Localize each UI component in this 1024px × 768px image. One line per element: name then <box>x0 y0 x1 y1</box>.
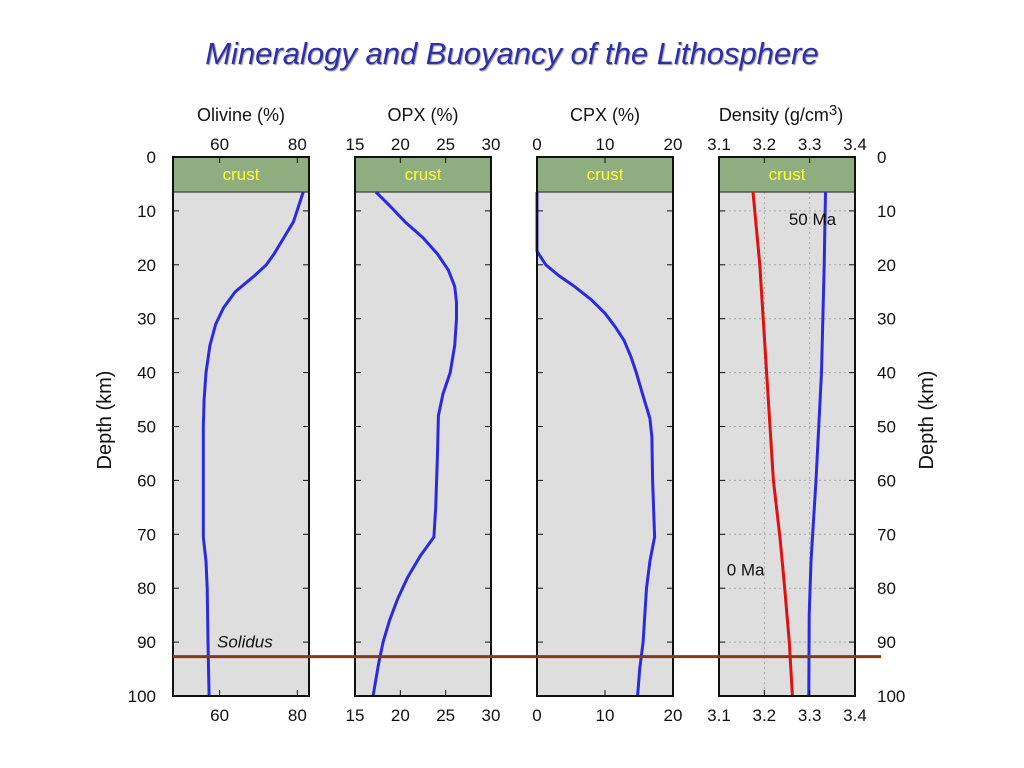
x-tick-label-top: 80 <box>288 135 307 154</box>
crust-band <box>354 156 492 193</box>
x-tick-label-bottom: 20 <box>664 706 683 725</box>
x-tick-label-bottom: 25 <box>436 706 455 725</box>
header-superscript: 3 <box>829 102 837 119</box>
x-tick-label-bottom: 3.2 <box>753 706 777 725</box>
panel-frame <box>172 156 310 697</box>
x-tick-label-bottom: 3.3 <box>798 706 822 725</box>
series-line-0-ma <box>751 191 794 697</box>
panel-header: CPX (%) <box>570 105 640 125</box>
x-tick-label-top: 3.1 <box>707 135 731 154</box>
series-line-50-ma <box>807 191 827 697</box>
y-tick-label-right: 90 <box>877 633 896 652</box>
panel-background <box>537 157 673 696</box>
y-tick-label-left: 20 <box>137 256 156 275</box>
y-tick-label-right: 20 <box>877 256 896 275</box>
panel-frame <box>718 156 856 697</box>
x-tick-label-top: 3.4 <box>843 135 867 154</box>
y-tick-label-right: 60 <box>877 471 896 490</box>
x-tick-label-bottom: 80 <box>288 706 307 725</box>
series-label-0-ma: 0 Ma <box>727 560 765 579</box>
crust-label: crust <box>587 165 624 184</box>
y-tick-label-left: 80 <box>137 579 156 598</box>
x-tick-label-top: 3.2 <box>753 135 777 154</box>
y-tick-label-left: 50 <box>137 418 156 437</box>
x-tick-label-top: 10 <box>596 135 615 154</box>
series-label-50-ma: 50 Ma <box>789 210 837 229</box>
crust-band <box>718 156 856 193</box>
chart-title: Mineralogy and Buoyancy of the Lithosphe… <box>205 36 819 71</box>
panel-header: OPX (%) <box>387 105 458 125</box>
y-axis-label-right: Depth (km) <box>916 371 938 470</box>
x-tick-label-top: 20 <box>664 135 683 154</box>
panel-background <box>355 157 491 696</box>
x-tick-label-top: 20 <box>391 135 410 154</box>
y-tick-label-left: 60 <box>137 471 156 490</box>
y-tick-label-right: 40 <box>877 364 896 383</box>
y-tick-label-left: 10 <box>137 202 156 221</box>
x-tick-label-bottom: 15 <box>346 706 365 725</box>
x-tick-label-top: 25 <box>436 135 455 154</box>
x-tick-label-top: 3.3 <box>798 135 822 154</box>
series-line-profile <box>535 192 657 697</box>
x-tick-label-bottom: 0 <box>532 706 541 725</box>
series-line-profile <box>371 190 458 697</box>
y-tick-label-right: 70 <box>877 525 896 544</box>
y-tick-label-right: 80 <box>877 579 896 598</box>
crust-label: crust <box>223 165 260 184</box>
y-tick-label-left: 0 <box>147 148 156 167</box>
x-tick-label-bottom: 10 <box>596 706 615 725</box>
y-tick-label-left: 70 <box>137 525 156 544</box>
x-tick-label-top: 15 <box>346 135 365 154</box>
y-tick-label-left: 100 <box>128 687 156 706</box>
y-tick-label-right: 10 <box>877 202 896 221</box>
y-tick-label-right: 100 <box>877 687 905 706</box>
x-tick-label-bottom: 30 <box>482 706 501 725</box>
x-tick-label-bottom: 3.1 <box>707 706 731 725</box>
solidus-label: Solidus <box>217 633 273 652</box>
x-tick-label-top: 0 <box>532 135 541 154</box>
panel-background <box>173 157 309 696</box>
crust-label: crust <box>769 165 806 184</box>
x-tick-label-bottom: 60 <box>210 706 229 725</box>
y-tick-label-left: 30 <box>137 310 156 329</box>
x-tick-label-bottom: 20 <box>391 706 410 725</box>
y-tick-label-left: 40 <box>137 364 156 383</box>
crust-label: crust <box>405 165 442 184</box>
x-tick-label-top: 30 <box>482 135 501 154</box>
series-line-profile <box>201 191 305 697</box>
panel-frame <box>354 156 492 697</box>
x-tick-label-bottom: 3.4 <box>843 706 867 725</box>
panel-header: Density (g/cm3) <box>719 102 843 125</box>
y-axis-label-left: Depth (km) <box>94 371 116 470</box>
panel-header: Olivine (%) <box>197 105 285 125</box>
y-tick-label-left: 90 <box>137 633 156 652</box>
y-tick-label-right: 0 <box>877 148 886 167</box>
y-tick-label-right: 30 <box>877 310 896 329</box>
crust-band <box>172 156 310 193</box>
header-tail: ) <box>837 105 843 125</box>
panel-frame <box>536 156 674 697</box>
x-tick-label-top: 60 <box>210 135 229 154</box>
y-tick-label-right: 50 <box>877 418 896 437</box>
